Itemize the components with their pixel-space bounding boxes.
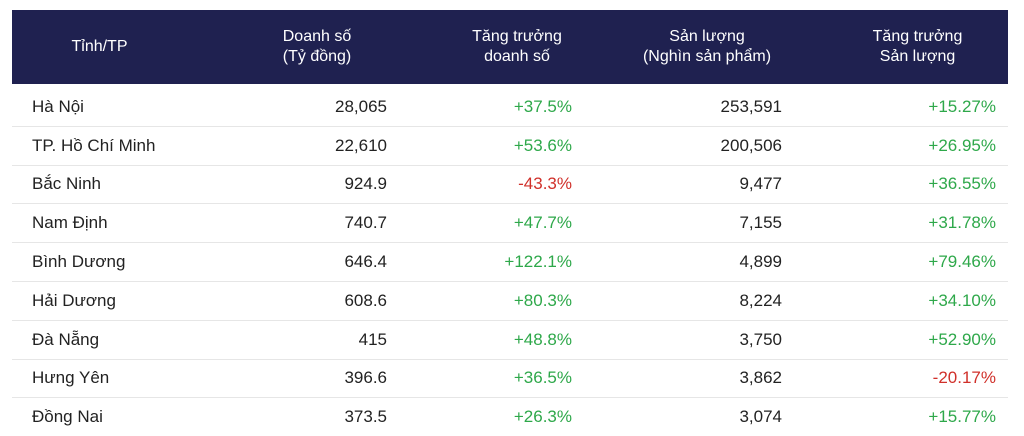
- cell-province: Nam Định: [32, 213, 108, 233]
- cell-revenue: 415: [358, 329, 387, 349]
- header-revenue: Doanh số (Tỷ đồng): [187, 27, 447, 67]
- cell-volume: 8,224: [739, 290, 782, 310]
- cell-volume-growth: +15.77%: [928, 407, 996, 427]
- cell-revenue-growth: +80.3%: [513, 290, 572, 310]
- cell-volume: 4,899: [739, 252, 782, 272]
- cell-volume: 3,074: [739, 407, 782, 427]
- table-row: Hà Nội 28,065 +37.5% 253,591 +15.27%: [12, 88, 1008, 127]
- cell-revenue-growth: +47.7%: [513, 213, 572, 233]
- table-row: Đồng Nai 373.5 +26.3% 3,074 +15.77%: [12, 398, 1008, 436]
- cell-province: TP. Hồ Chí Minh: [32, 135, 156, 155]
- header-volume-growth-line2: Sản lượng: [879, 48, 956, 65]
- header-province-line1: Tỉnh/TP: [71, 38, 128, 55]
- table-body: Hà Nội 28,065 +37.5% 253,591 +15.27% TP. Hồ C…: [12, 84, 1008, 436]
- cell-volume: 3,862: [739, 368, 782, 388]
- cell-revenue: 608.6: [344, 290, 387, 310]
- cell-revenue: 924.9: [344, 174, 387, 194]
- cell-revenue: 373.5: [344, 407, 387, 427]
- table-row: Đà Nẵng 415 +48.8% 3,750 +52.90%: [12, 321, 1008, 360]
- table-row: TP. Hồ Chí Minh 22,610 +53.6% 200,506 +26.95…: [12, 127, 1008, 166]
- cell-revenue: 646.4: [344, 252, 387, 272]
- data-table: Tỉnh/TP Doanh số (Tỷ đồng) Tăng trưởng d…: [12, 10, 1008, 436]
- header-volume-growth: Tăng trưởng Sản lượng: [827, 27, 1008, 67]
- cell-volume: 3,750: [739, 329, 782, 349]
- table-row: Nam Định 740.7 +47.7% 7,155 +31.78%: [12, 204, 1008, 244]
- cell-volume-growth: +34.10%: [928, 290, 996, 310]
- header-volume: Sản lượng (Nghìn sản phẩm): [587, 27, 827, 67]
- cell-revenue-growth: +53.6%: [513, 135, 572, 155]
- cell-revenue: 396.6: [344, 368, 387, 388]
- cell-volume-growth: -20.17%: [932, 368, 996, 388]
- cell-volume-growth: +52.90%: [928, 329, 996, 349]
- header-volume-line1: Sản lượng: [669, 28, 745, 45]
- header-revenue-line2: (Tỷ đồng): [282, 48, 352, 65]
- cell-revenue: 22,610: [335, 135, 387, 155]
- header-province: Tỉnh/TP: [12, 37, 187, 57]
- cell-province: Đồng Nai: [32, 407, 103, 427]
- header-revenue-line1: Doanh số: [282, 28, 352, 45]
- table-row: Hưng Yên 396.6 +36.5% 3,862 -20.17%: [12, 360, 1008, 399]
- cell-volume: 200,506: [720, 135, 782, 155]
- cell-volume-growth: +36.55%: [928, 174, 996, 194]
- cell-volume: 9,477: [739, 174, 782, 194]
- cell-revenue-growth: +26.3%: [513, 407, 572, 427]
- header-volume-growth-line1: Tăng trưởng: [872, 28, 963, 45]
- cell-revenue-growth: +48.8%: [513, 329, 572, 349]
- cell-province: Đà Nẵng: [32, 329, 100, 349]
- cell-province: Hà Nội: [32, 96, 84, 116]
- table-row: Hải Dương 608.6 +80.3% 8,224 +34.10%: [12, 282, 1008, 321]
- cell-volume-growth: +31.78%: [928, 213, 996, 233]
- cell-revenue: 28,065: [335, 96, 387, 116]
- cell-revenue-growth: -43.3%: [518, 174, 572, 194]
- header-revenue-growth-line2: doanh số: [484, 48, 550, 65]
- cell-volume: 7,155: [739, 213, 782, 233]
- cell-province: Hưng Yên: [32, 368, 110, 388]
- table-row: Bắc Ninh 924.9 -43.3% 9,477 +36.55%: [12, 166, 1008, 205]
- cell-province: Hải Dương: [32, 290, 116, 310]
- cell-province: Bình Dương: [32, 252, 126, 272]
- cell-revenue-growth: +122.1%: [504, 252, 572, 272]
- cell-volume-growth: +79.46%: [928, 252, 996, 272]
- cell-revenue-growth: +36.5%: [513, 368, 572, 388]
- table-row: Bình Dương 646.4 +122.1% 4,899 +79.46%: [12, 243, 1008, 282]
- cell-volume-growth: +15.27%: [928, 96, 996, 116]
- cell-revenue: 740.7: [344, 213, 387, 233]
- header-revenue-growth: Tăng trưởng doanh số: [447, 27, 587, 67]
- header-volume-line2: (Nghìn sản phẩm): [642, 48, 772, 65]
- cell-revenue-growth: +37.5%: [513, 96, 572, 116]
- cell-volume-growth: +26.95%: [928, 135, 996, 155]
- cell-province: Bắc Ninh: [32, 174, 101, 194]
- header-revenue-growth-line1: Tăng trưởng: [472, 28, 562, 45]
- cell-volume: 253,591: [720, 96, 782, 116]
- table-header: Tỉnh/TP Doanh số (Tỷ đồng) Tăng trưởng d…: [12, 10, 1008, 84]
